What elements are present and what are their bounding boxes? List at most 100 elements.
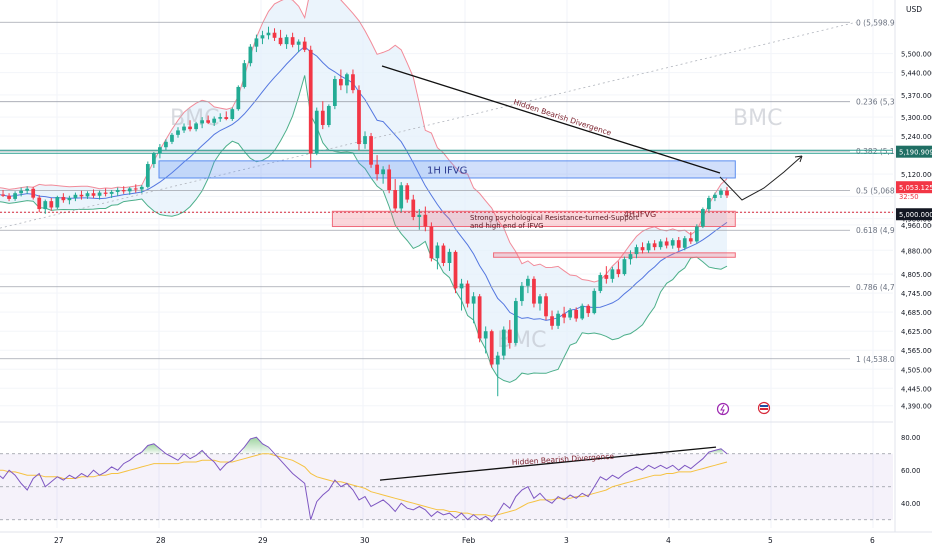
candle-body [713, 194, 717, 198]
candle-body [218, 117, 223, 119]
candle-body [254, 38, 259, 47]
candle-body [688, 238, 693, 242]
candle-body [670, 240, 675, 246]
candle-body [332, 79, 337, 106]
fib-diagonal [0, 21, 857, 229]
candle-body [37, 197, 42, 210]
candle [151, 151, 156, 168]
candle [447, 248, 452, 271]
candle-body [544, 296, 548, 317]
support-note-line-1: Strong psychological Resistance-turned-S… [470, 214, 639, 222]
candle [707, 195, 711, 212]
candle [592, 288, 597, 315]
candle-body [272, 32, 277, 38]
candle-body [676, 240, 681, 248]
candle [308, 45, 313, 168]
candle-body [574, 309, 579, 319]
candle-body [212, 118, 217, 123]
candle [266, 26, 271, 40]
candle [272, 28, 277, 41]
price-tick-label: 5,300.000 [901, 114, 932, 122]
candle [682, 236, 687, 251]
candle-body [622, 259, 627, 275]
candle-body [513, 301, 518, 343]
candle [302, 37, 307, 53]
candle [236, 85, 241, 111]
candle-body [682, 238, 687, 248]
candle [363, 131, 367, 149]
candle-body [586, 305, 591, 314]
candle-body [284, 37, 289, 45]
candle-body [423, 214, 428, 227]
candle-body [526, 278, 530, 286]
candle [320, 101, 325, 130]
psych-price-tag: 5,000.000 [899, 211, 932, 219]
price-tick-label: 5,440.000 [901, 70, 932, 78]
candle-body [176, 130, 180, 135]
price-tick-label: 4,745.000 [901, 290, 932, 298]
candle [121, 186, 126, 194]
time-tick-label: 27 [54, 536, 64, 545]
candle-body [707, 197, 711, 210]
candle-body [314, 110, 319, 154]
countdown-label: 32:50 [899, 193, 919, 201]
candle [1, 190, 5, 198]
candle-body [200, 120, 204, 124]
price-tick-label: 4,685.000 [901, 309, 932, 317]
candle [242, 59, 247, 89]
candle-body [19, 190, 24, 194]
candle [25, 186, 30, 194]
candle [495, 351, 500, 397]
price-tick-label: 4,960.000 [901, 222, 932, 230]
candle [556, 310, 560, 329]
candle-body [652, 243, 657, 248]
candle-body [188, 126, 192, 130]
candle-body [453, 251, 458, 289]
candle-body [133, 188, 138, 190]
fib-level-label: 0.618 (4,943.303) [856, 226, 924, 235]
candle-body [363, 136, 367, 145]
candle-body [501, 329, 506, 356]
candle-body [7, 195, 11, 199]
bollinger-upper [0, 0, 728, 283]
candle [676, 236, 681, 251]
price-tick-label: 4,505.000 [901, 366, 932, 374]
candle [465, 280, 470, 308]
candle [278, 29, 283, 46]
candle-body [139, 186, 144, 190]
candle [725, 186, 729, 198]
candle [381, 166, 385, 184]
candle-body [13, 193, 17, 199]
rsi-overbought-fill [199, 450, 206, 454]
candle-body [664, 241, 669, 246]
flag-stripe-blue [760, 405, 768, 407]
fib-level-label: 0 (5,598.932) [856, 18, 907, 27]
candle [520, 282, 524, 306]
candle [91, 189, 96, 198]
candle-body [694, 226, 699, 242]
candle [55, 195, 60, 210]
candle [188, 120, 192, 132]
candle [206, 115, 211, 125]
candle [19, 187, 24, 197]
candle-body [170, 134, 174, 142]
candle-body [1, 194, 5, 196]
candle [296, 39, 301, 53]
candle [513, 297, 518, 346]
candle [598, 272, 603, 294]
candle [628, 250, 633, 265]
candle-body [447, 251, 452, 263]
candle [182, 123, 186, 133]
time-axis: 27 28 29 30 Feb 3 4 5 6 [0, 531, 932, 545]
candle [640, 242, 645, 254]
time-tick-label: 4 [666, 536, 671, 545]
candle-body [115, 190, 120, 192]
candle [713, 192, 717, 202]
rsi-overbought-fill [705, 448, 724, 454]
candle [326, 104, 331, 128]
candle [345, 72, 349, 94]
candle [471, 292, 476, 324]
candle-body [164, 141, 168, 148]
rsi-tick-label: 60.00 [901, 467, 920, 475]
candle-body [151, 153, 156, 165]
